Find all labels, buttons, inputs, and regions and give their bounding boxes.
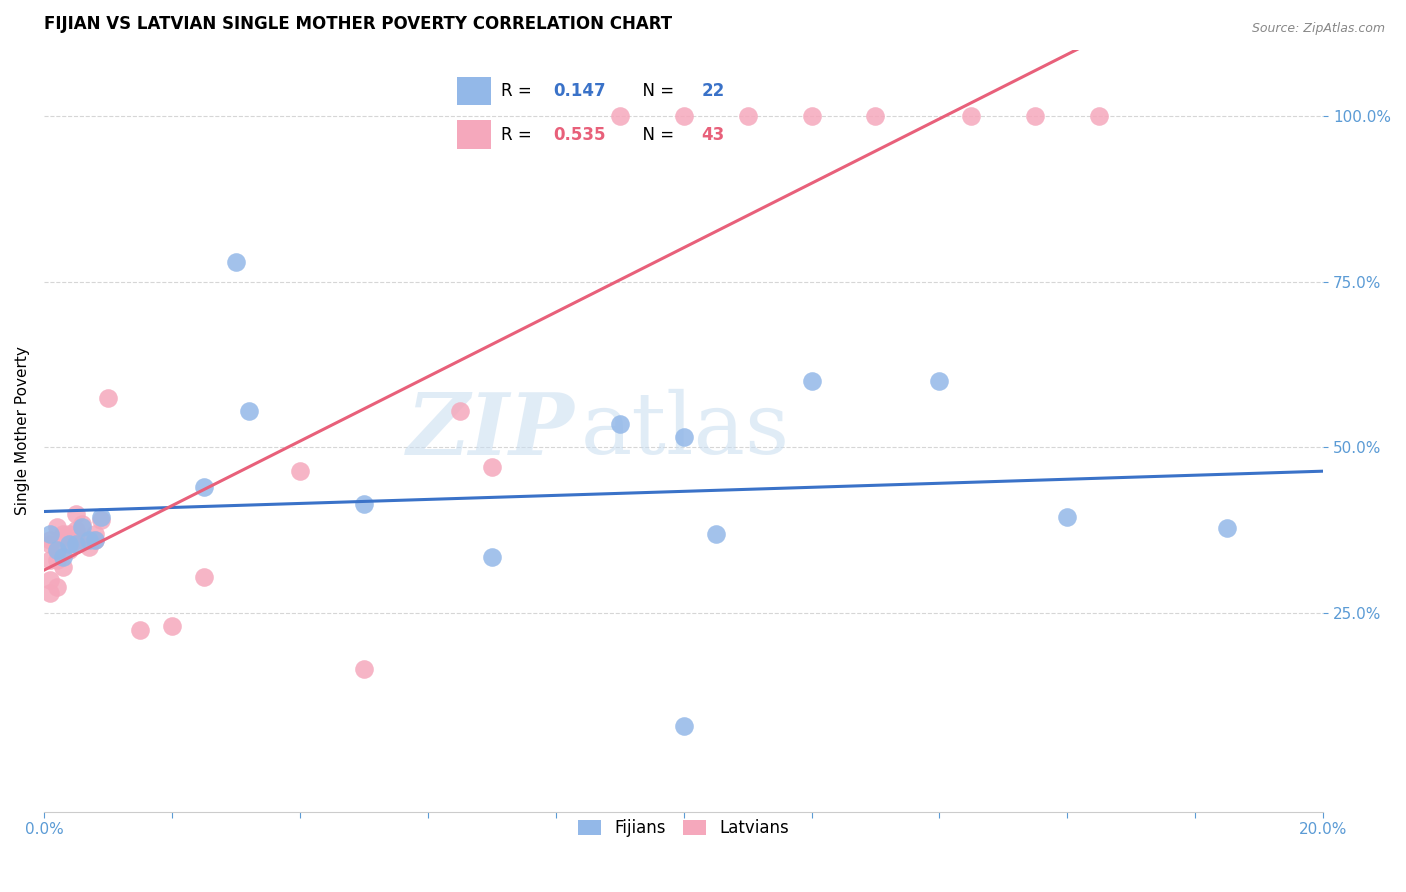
Point [58, 536, 80, 550]
Text: atlas: atlas [581, 389, 790, 473]
Point [77, 540, 100, 554]
Point [1056, 510, 1078, 524]
Point [704, 526, 727, 541]
Point [449, 404, 471, 418]
Point [39, 526, 62, 541]
Point [58, 543, 80, 558]
Point [45, 553, 67, 567]
Legend: Fijians, Latvians: Fijians, Latvians [569, 811, 797, 846]
Point [353, 497, 375, 511]
Text: ZIP: ZIP [406, 389, 575, 473]
Point [225, 255, 247, 269]
Point [52, 526, 75, 541]
Point [39, 536, 62, 550]
Point [960, 109, 983, 123]
Point [865, 109, 887, 123]
Point [90, 510, 112, 524]
Point [800, 109, 823, 123]
Point [1216, 521, 1239, 535]
Y-axis label: Single Mother Poverty: Single Mother Poverty [15, 346, 30, 516]
Point [39, 533, 62, 548]
Point [65, 536, 87, 550]
Point [1024, 109, 1046, 123]
Point [238, 404, 260, 418]
Point [77, 533, 100, 548]
Point [737, 109, 759, 123]
Point [84, 533, 107, 548]
Point [39, 586, 62, 600]
Point [52, 559, 75, 574]
Point [84, 526, 107, 541]
Point [353, 662, 375, 676]
Point [160, 619, 183, 633]
Point [672, 719, 695, 733]
Point [52, 549, 75, 564]
Point [97, 391, 120, 405]
Point [84, 533, 107, 548]
Point [672, 109, 695, 123]
Point [193, 569, 215, 583]
Point [72, 516, 94, 531]
Point [72, 533, 94, 548]
Point [672, 430, 695, 444]
Point [58, 526, 80, 541]
Point [45, 580, 67, 594]
Point [609, 109, 631, 123]
Text: Source: ZipAtlas.com: Source: ZipAtlas.com [1251, 22, 1385, 36]
Point [193, 480, 215, 494]
Point [65, 523, 87, 537]
Point [45, 520, 67, 534]
Point [65, 533, 87, 548]
Point [65, 507, 87, 521]
Point [39, 553, 62, 567]
Point [800, 374, 823, 388]
Point [1088, 109, 1111, 123]
Point [72, 520, 94, 534]
Text: FIJIAN VS LATVIAN SINGLE MOTHER POVERTY CORRELATION CHART: FIJIAN VS LATVIAN SINGLE MOTHER POVERTY … [44, 15, 672, 33]
Point [45, 543, 67, 558]
Point [39, 573, 62, 587]
Point [128, 623, 150, 637]
Point [481, 549, 503, 564]
Point [609, 417, 631, 432]
Point [52, 530, 75, 544]
Point [45, 543, 67, 558]
Point [481, 460, 503, 475]
Point [928, 374, 950, 388]
Point [90, 513, 112, 527]
Point [288, 464, 311, 478]
